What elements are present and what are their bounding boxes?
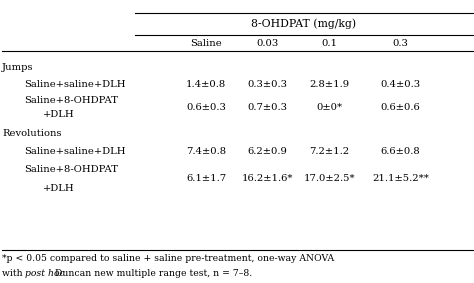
- Text: 6.6±0.8: 6.6±0.8: [381, 147, 420, 156]
- Text: 6.2±0.9: 6.2±0.9: [248, 147, 288, 156]
- Text: 6.1±1.7: 6.1±1.7: [186, 175, 226, 183]
- Text: 7.2±1.2: 7.2±1.2: [310, 147, 349, 156]
- Text: 0.3±0.3: 0.3±0.3: [248, 80, 288, 89]
- Text: Saline+8-OHDPAT: Saline+8-OHDPAT: [24, 96, 118, 105]
- Text: 0.7±0.3: 0.7±0.3: [248, 103, 288, 112]
- Text: Jumps: Jumps: [2, 63, 34, 72]
- Text: 0.3: 0.3: [392, 39, 409, 48]
- Text: Saline+saline+DLH: Saline+saline+DLH: [24, 80, 125, 89]
- Text: Duncan new multiple range test, n = 7–8.: Duncan new multiple range test, n = 7–8.: [52, 269, 252, 278]
- Text: 0.6±0.3: 0.6±0.3: [186, 103, 226, 112]
- Text: 8-OHDPAT (mg/kg): 8-OHDPAT (mg/kg): [251, 19, 356, 29]
- Text: +DLH: +DLH: [43, 110, 74, 119]
- Text: 17.0±2.5*: 17.0±2.5*: [304, 175, 355, 183]
- Text: 1.4±0.8: 1.4±0.8: [186, 80, 226, 89]
- Text: 0.1: 0.1: [321, 39, 337, 48]
- Text: Saline+saline+DLH: Saline+saline+DLH: [24, 147, 125, 156]
- Text: 2.8±1.9: 2.8±1.9: [310, 80, 349, 89]
- Text: 21.1±5.2**: 21.1±5.2**: [372, 175, 429, 183]
- Text: 0.03: 0.03: [257, 39, 279, 48]
- Text: Saline+8-OHDPAT: Saline+8-OHDPAT: [24, 165, 118, 174]
- Text: 0.4±0.3: 0.4±0.3: [381, 80, 420, 89]
- Text: with: with: [2, 269, 26, 278]
- Text: 0.6±0.6: 0.6±0.6: [381, 103, 420, 112]
- Text: 16.2±1.6*: 16.2±1.6*: [242, 175, 293, 183]
- Text: 0±0*: 0±0*: [316, 103, 343, 112]
- Text: Saline: Saline: [191, 39, 222, 48]
- Text: +DLH: +DLH: [43, 184, 74, 193]
- Text: Revolutions: Revolutions: [2, 128, 62, 138]
- Text: *p < 0.05 compared to saline + saline pre-treatment, one-way ANOVA: *p < 0.05 compared to saline + saline pr…: [2, 254, 335, 263]
- Text: post hoc: post hoc: [25, 269, 65, 278]
- Text: 7.4±0.8: 7.4±0.8: [186, 147, 226, 156]
